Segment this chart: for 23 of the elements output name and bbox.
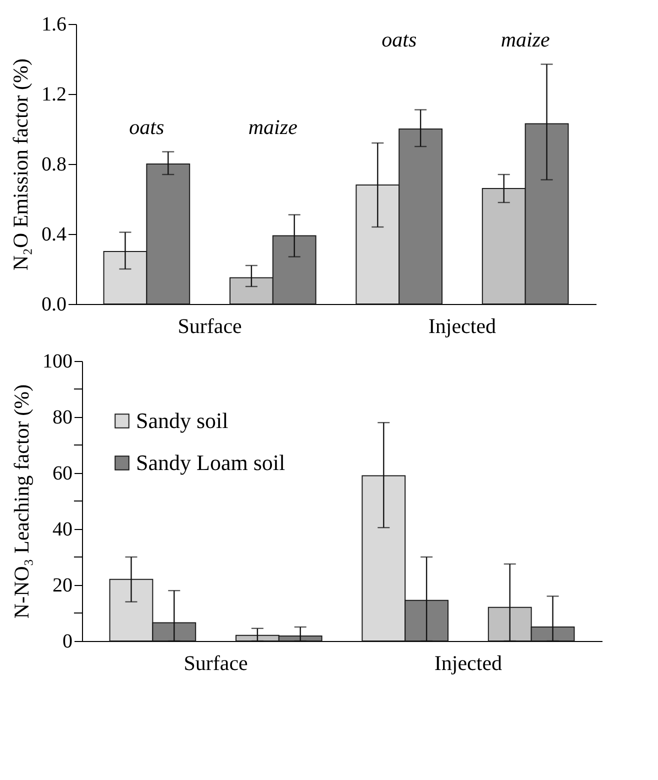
text: Surface xyxy=(184,651,248,675)
y-tick-label: 1.2 xyxy=(42,84,66,106)
annotation: maize xyxy=(248,114,298,139)
y-tick-label: 0.4 xyxy=(42,224,66,246)
text: Surface xyxy=(178,314,242,338)
y-tick-label: 1.6 xyxy=(42,14,66,36)
annotation: maize xyxy=(500,27,550,52)
y-tick-label: 0 xyxy=(62,630,72,652)
y-axis-title: N-NO₃ Leaching factor (%) xyxy=(10,384,34,619)
y-tick-label: 40 xyxy=(52,518,72,540)
y-tick-label: 100 xyxy=(42,350,72,372)
y-tick-label: 60 xyxy=(52,462,72,484)
text: Injected xyxy=(428,314,497,338)
legend-label: Sandy Loam soil xyxy=(136,450,286,475)
y-tick-label: 0.0 xyxy=(42,294,66,316)
y-tick-label: 80 xyxy=(52,406,72,428)
y-axis-title: N₂O Emission factor (%) xyxy=(8,58,32,271)
annotation: oats xyxy=(382,27,417,52)
legend-label: Sandy soil xyxy=(136,408,228,433)
y-tick-label: 20 xyxy=(52,574,72,596)
y-tick-label: 0.8 xyxy=(42,154,66,176)
annotation: oats xyxy=(129,114,164,139)
text: Injected xyxy=(434,651,503,675)
